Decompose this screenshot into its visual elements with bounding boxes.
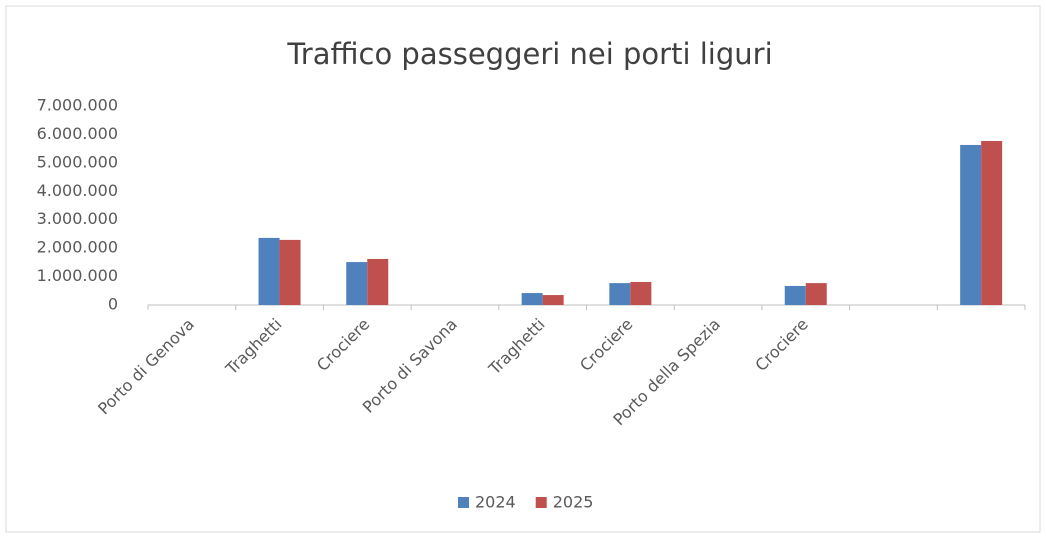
legend-swatch bbox=[535, 497, 547, 508]
y-tick-label: 0 bbox=[108, 295, 118, 314]
bar bbox=[367, 258, 389, 305]
bar bbox=[521, 293, 543, 305]
bar bbox=[258, 237, 280, 305]
bar bbox=[346, 262, 368, 305]
y-tick-label: 5.000.000 bbox=[37, 152, 118, 171]
bar bbox=[981, 140, 1003, 305]
y-tick-label: 7.000.000 bbox=[37, 96, 118, 115]
legend-label: 2025 bbox=[553, 493, 594, 512]
bar bbox=[609, 283, 631, 305]
chart-border bbox=[5, 5, 1041, 533]
legend-swatch bbox=[458, 497, 469, 508]
y-tick-label: 2.000.000 bbox=[37, 238, 118, 257]
legend-label: 2024 bbox=[475, 493, 516, 512]
bar bbox=[542, 295, 564, 305]
y-tick-label: 1.000.000 bbox=[37, 266, 118, 285]
y-tick-label: 6.000.000 bbox=[37, 124, 118, 143]
bar bbox=[960, 144, 982, 305]
y-tick-label: 4.000.000 bbox=[37, 181, 118, 200]
bar bbox=[805, 283, 827, 305]
bar bbox=[630, 281, 652, 305]
y-tick-label: 3.000.000 bbox=[37, 209, 118, 228]
chart-title: Traffico passeggeri nei porti liguri bbox=[286, 37, 772, 71]
bar bbox=[279, 239, 301, 305]
bar bbox=[784, 285, 806, 305]
